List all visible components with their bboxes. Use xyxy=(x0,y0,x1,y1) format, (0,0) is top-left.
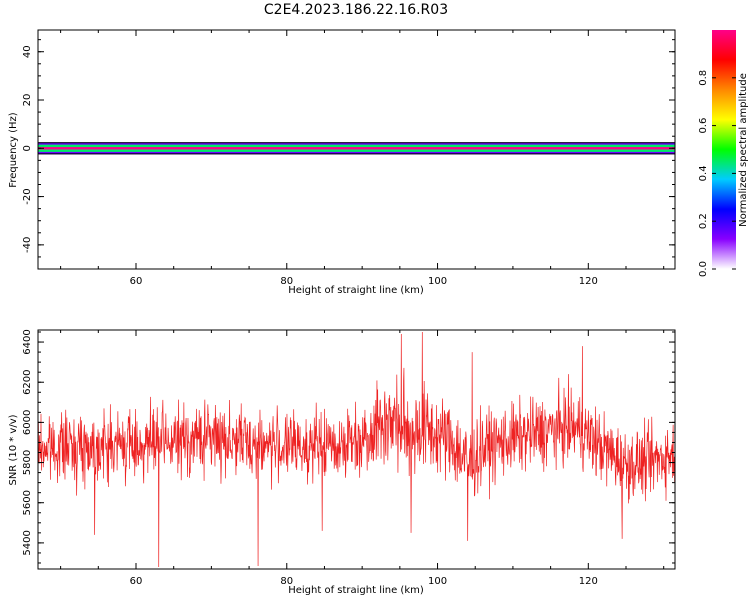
spectrogram-y-label: Frequency (Hz) xyxy=(8,112,19,188)
y-tick-label: 5800 xyxy=(22,450,33,475)
x-tick-label: 60 xyxy=(130,576,143,587)
x-tick-label: 60 xyxy=(130,276,143,287)
spectrogram-panel: 60 80 100 120 -40 -20 0 20 40 Height of straight… xyxy=(8,29,676,296)
colorbar-label: Normalized spectral amplitude xyxy=(738,73,749,227)
colorbar-tick-label: 0.2 xyxy=(698,213,709,229)
snr-series-line xyxy=(38,332,675,567)
colorbar-tick-label: 0.6 xyxy=(698,118,709,134)
snr-y-label: SNR (10 * v/v) xyxy=(8,414,19,485)
colorbar-tick-label: 0.0 xyxy=(698,261,709,277)
spectrogram-bands xyxy=(38,142,675,155)
x-tick-label: 100 xyxy=(428,276,447,287)
y-tick-label: 6400 xyxy=(22,329,33,354)
x-tick-label: 120 xyxy=(579,576,598,587)
y-tick-label: -40 xyxy=(22,237,33,253)
figure-title: C2E4.2023.186.22.16.R03 xyxy=(264,2,448,18)
y-tick-label: -20 xyxy=(22,188,33,204)
snr-frame xyxy=(37,329,676,570)
x-tick-label: 80 xyxy=(280,576,293,587)
y-tick-label: 6000 xyxy=(22,410,33,435)
x-tick-label: 80 xyxy=(280,276,293,287)
colorbar-tick-label: 0.8 xyxy=(698,70,709,86)
x-tick-label: 120 xyxy=(579,276,598,287)
colorbar: 0.0 0.2 0.4 0.6 0.8 Normalized spectral ampl… xyxy=(698,30,749,277)
colorbar-ticks: 0.0 0.2 0.4 0.6 0.8 xyxy=(698,70,736,277)
y-tick-label: 40 xyxy=(22,45,33,58)
colorbar-tick-label: 0.4 xyxy=(698,165,709,181)
spectrogram-x-label: Height of straight line (km) xyxy=(288,285,424,296)
y-tick-label: 6200 xyxy=(22,369,33,394)
colorbar-gradient xyxy=(712,30,736,269)
y-tick-label: 20 xyxy=(22,94,33,107)
spectrogram-band xyxy=(38,147,675,150)
snr-panel: 60 80 100 120 5400 5600 5800 6000 6200 6400 Heigh… xyxy=(8,329,676,596)
spectrogram-frame xyxy=(37,29,676,270)
snr-x-label: Height of straight line (km) xyxy=(288,585,424,596)
y-tick-label: 5600 xyxy=(22,490,33,515)
y-tick-label: 0 xyxy=(22,145,33,151)
x-tick-label: 100 xyxy=(428,576,447,587)
y-tick-label: 5400 xyxy=(22,530,33,555)
